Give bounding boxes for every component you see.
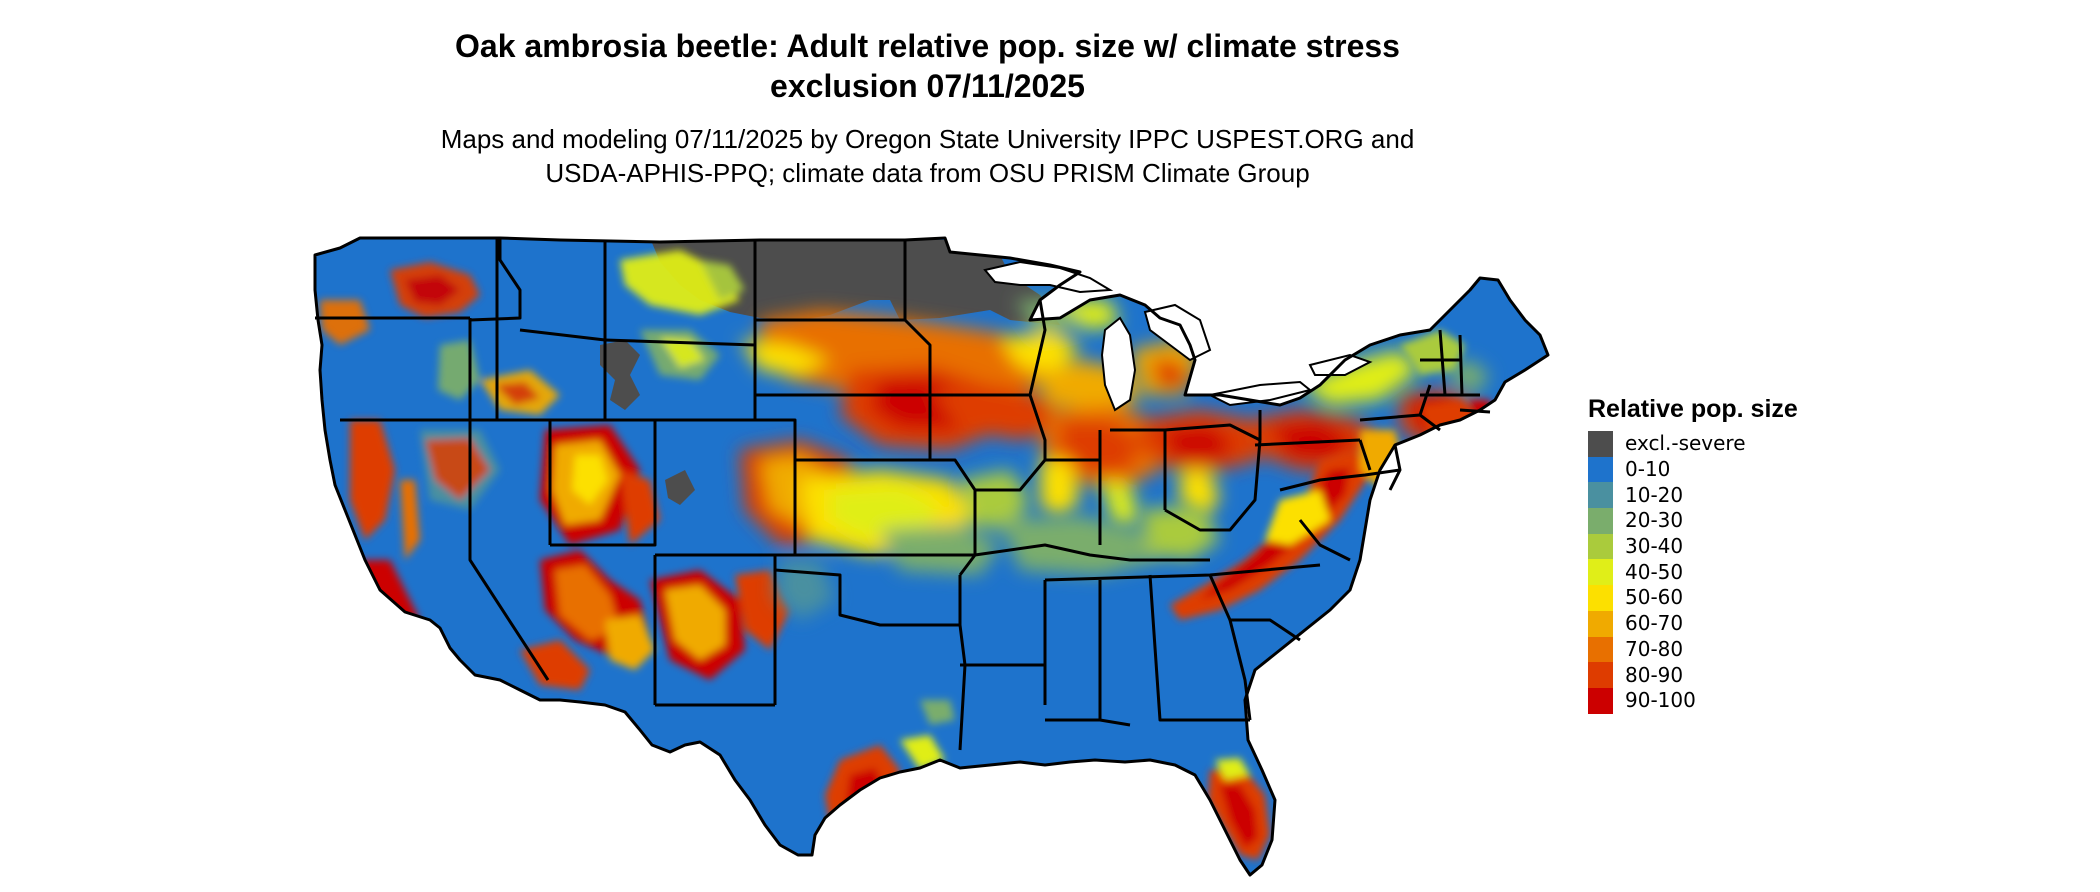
legend-swatch (1588, 585, 1613, 611)
legend-swatch (1588, 662, 1613, 688)
legend-item: 60-70 (1588, 610, 2008, 637)
legend-item: 20-30 (1588, 508, 2008, 534)
legend-swatch (1588, 687, 1613, 714)
legend-label: 0-10 (1625, 457, 1671, 482)
legend-label: 80-90 (1625, 662, 1684, 687)
legend-swatch (1588, 636, 1613, 663)
legend-item: 10-20 (1588, 482, 2008, 509)
legend-label: 40-50 (1625, 559, 1684, 584)
map-legend: Relative pop. size excl.-severe 0-10 10-20… (1588, 393, 2008, 714)
legend-item: excl.-severe (1588, 431, 2008, 457)
legend-item: 30-40 (1588, 533, 2008, 560)
legend-label: 30-40 (1625, 534, 1684, 559)
us-map (300, 220, 1560, 890)
legend-swatch (1588, 431, 1613, 457)
state-borders (313, 236, 1550, 877)
legend-swatch (1588, 610, 1613, 637)
legend-swatch (1588, 508, 1613, 534)
legend-label: 90-100 (1625, 688, 1696, 713)
legend-label: 50-60 (1625, 585, 1684, 610)
legend-label: 10-20 (1625, 482, 1684, 507)
legend-label: 60-70 (1625, 611, 1684, 636)
legend-swatch (1588, 559, 1613, 586)
legend-title: Relative pop. size (1588, 395, 1798, 423)
legend-label: excl.-severe (1625, 431, 1746, 456)
legend-swatch (1588, 533, 1613, 560)
legend-swatch (1588, 456, 1613, 483)
legend-item: 90-100 (1588, 687, 2008, 714)
map-subtitle-line-2: USDA-APHIS-PPQ; climate data from OSU PR… (545, 158, 1310, 188)
legend-item: 40-50 (1588, 559, 2008, 586)
legend-swatch (1588, 482, 1613, 509)
legend-items: excl.-severe 0-10 10-20 20-30 30-40 40-50 50-6… (1588, 431, 2008, 714)
legend-label: 20-30 (1625, 508, 1684, 533)
map-title-line-2: exclusion 07/11/2025 (770, 68, 1085, 104)
legend-label: 70-80 (1625, 636, 1684, 661)
legend-item: 50-60 (1588, 585, 2008, 611)
map-title-line-1: Oak ambrosia beetle: Adult relative pop.… (455, 28, 1400, 64)
map-subtitle-line-1: Maps and modeling 07/11/2025 by Oregon S… (440, 124, 1415, 154)
legend-item: 80-90 (1588, 662, 2008, 688)
legend-item: 70-80 (1588, 636, 2008, 663)
legend-item: 0-10 (1588, 456, 2008, 483)
